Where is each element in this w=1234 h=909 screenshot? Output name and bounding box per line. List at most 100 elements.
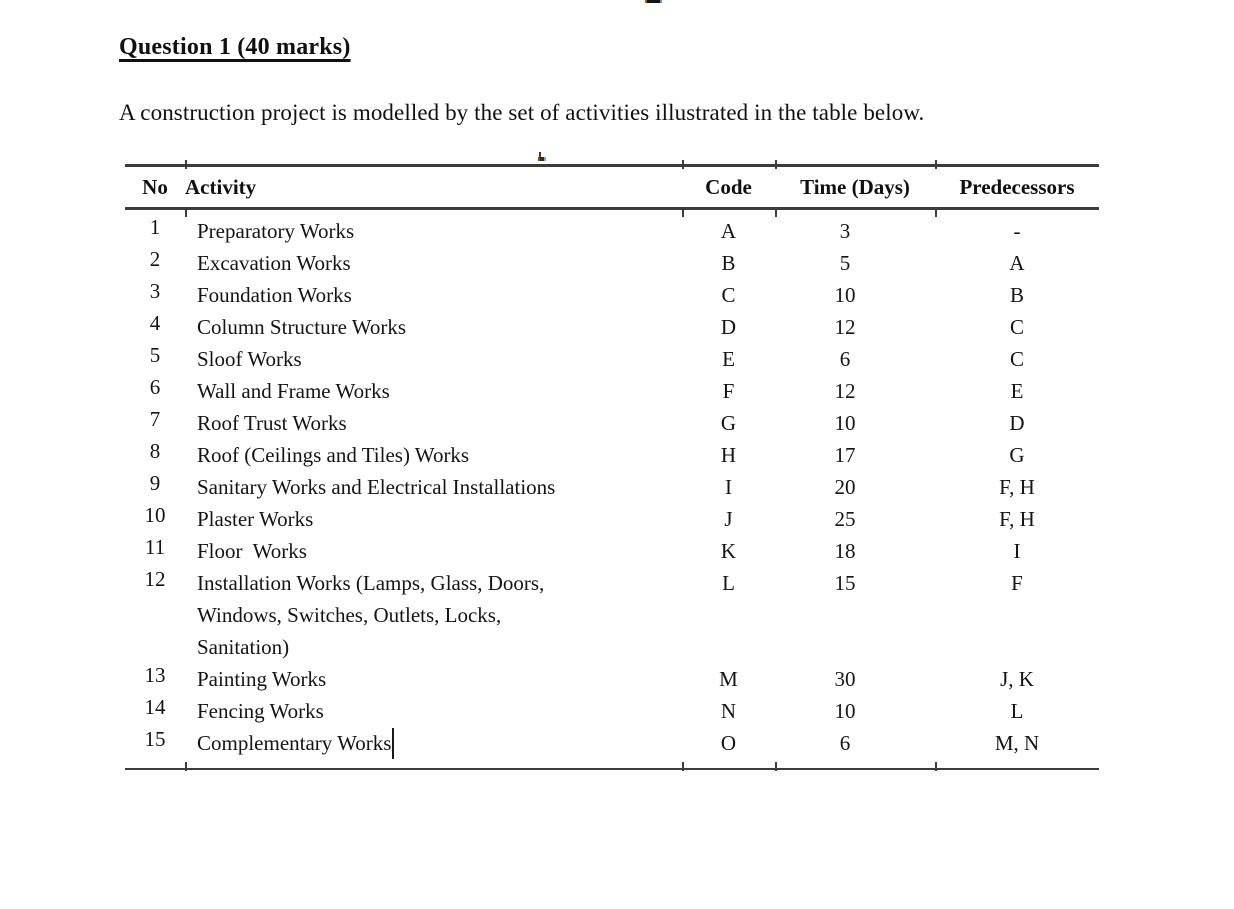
cell-code[interactable]: I <box>725 475 732 499</box>
cell-code[interactable]: A <box>720 219 737 243</box>
cell-code[interactable]: D <box>720 315 737 339</box>
cell-code[interactable]: E <box>722 347 735 371</box>
cell-code[interactable]: K <box>720 539 737 563</box>
table-body: 1 Preparatory Works A 3 - 2 Excavation W… <box>125 210 1099 770</box>
cell-activity[interactable]: Plaster Works <box>197 507 314 531</box>
cell-activity[interactable]: Roof (Ceilings and Tiles) Works <box>197 443 470 467</box>
cell-predecessors[interactable]: A <box>1009 251 1025 275</box>
cell-no[interactable]: 11 <box>144 535 166 559</box>
table-row: 14 Fencing Works N 10 L <box>125 695 1099 727</box>
table-row: 7 Roof Trust Works G 10 D <box>125 407 1099 439</box>
question-heading[interactable]: Question 1 (40 marks) <box>119 34 351 60</box>
cell-time[interactable]: 10 <box>834 283 856 307</box>
cell-code[interactable]: H <box>720 443 737 467</box>
cell-time[interactable]: 6 <box>839 731 851 755</box>
cell-no[interactable]: 13 <box>144 663 166 687</box>
cell-time[interactable]: 18 <box>834 539 856 563</box>
cell-activity[interactable]: Fencing Works <box>197 699 324 723</box>
cell-no[interactable]: 3 <box>149 279 161 303</box>
cell-code[interactable]: G <box>720 411 737 435</box>
cell-time[interactable]: 30 <box>834 667 856 691</box>
cell-time[interactable]: 25 <box>834 507 856 531</box>
cell-no[interactable]: 5 <box>149 343 161 367</box>
table-header-row: No Activity Code Time (Days) Predecessor… <box>125 164 1099 210</box>
column-divider-stub <box>775 208 777 217</box>
cell-code[interactable]: C <box>721 283 736 307</box>
cell-no[interactable]: 2 <box>149 247 161 271</box>
cell-time[interactable]: 5 <box>839 251 851 275</box>
column-divider-stub <box>775 762 777 771</box>
cell-activity[interactable]: Installation Works (Lamps, Glass, Doors,… <box>197 571 545 659</box>
cell-time[interactable]: 3 <box>839 219 851 243</box>
column-divider-stub <box>185 762 187 771</box>
cell-code[interactable]: F <box>722 379 735 403</box>
table-row: 8 Roof (Ceilings and Tiles) Works H 17 G <box>125 439 1099 471</box>
cell-predecessors[interactable]: B <box>1009 283 1024 307</box>
cell-predecessors[interactable]: M, N <box>994 731 1040 755</box>
header-predecessors: Predecessors <box>959 174 1075 199</box>
cell-activity[interactable]: Floor Works <box>197 539 307 563</box>
cell-activity[interactable]: Roof Trust Works <box>197 411 347 435</box>
cell-code[interactable]: O <box>720 731 737 755</box>
table-row: 2 Excavation Works B 5 A <box>125 247 1099 279</box>
cell-code[interactable]: N <box>720 699 737 723</box>
table-row: 10 Plaster Works J 25 F, H <box>125 503 1099 535</box>
cell-activity[interactable]: Preparatory Works <box>197 219 355 243</box>
cell-activity[interactable]: Sloof Works <box>197 347 302 371</box>
cell-predecessors[interactable]: D <box>1009 411 1025 435</box>
cell-predecessors[interactable]: L <box>1010 699 1024 723</box>
cell-predecessors[interactable]: J, K <box>1000 667 1034 691</box>
header-activity: Activity <box>185 174 257 199</box>
cell-predecessors[interactable]: G <box>1009 443 1025 467</box>
cell-code[interactable]: J <box>724 507 733 531</box>
cell-predecessors[interactable]: F <box>1011 571 1023 595</box>
cell-activity[interactable]: Excavation Works <box>197 251 351 275</box>
cell-time[interactable]: 6 <box>839 347 851 371</box>
cell-predecessors[interactable]: E <box>1010 379 1024 403</box>
cell-no[interactable]: 1 <box>149 215 161 239</box>
header-code: Code <box>705 174 752 199</box>
cell-time[interactable]: 17 <box>834 443 856 467</box>
cell-predecessors[interactable]: C <box>1009 347 1024 371</box>
cell-no[interactable]: 7 <box>149 407 161 431</box>
cell-no[interactable]: 12 <box>144 567 166 591</box>
cell-no[interactable]: 14 <box>144 695 166 719</box>
cell-activity[interactable]: Complementary Works <box>185 727 682 759</box>
table-row: 5 Sloof Works E 6 C <box>125 343 1099 375</box>
activities-table[interactable]: No Activity Code Time (Days) Predecessor… <box>125 160 1099 771</box>
cell-no[interactable]: 6 <box>149 375 161 399</box>
cell-activity[interactable]: Foundation Works <box>197 283 352 307</box>
cell-predecessors[interactable]: C <box>1009 315 1024 339</box>
cell-no[interactable]: 8 <box>149 439 161 463</box>
cell-time[interactable]: 12 <box>834 379 856 403</box>
cell-predecessors[interactable]: F, H <box>999 475 1035 499</box>
cell-time[interactable]: 10 <box>834 699 856 723</box>
cell-activity[interactable]: Sanitary Works and Electrical Installati… <box>197 475 556 499</box>
column-divider-stub <box>185 160 187 169</box>
cell-time[interactable]: 12 <box>834 315 856 339</box>
activity-text: Complementary Works <box>197 731 392 755</box>
cell-predecessors[interactable]: - <box>1013 219 1021 243</box>
cell-code[interactable]: L <box>722 571 735 595</box>
table-row: 12 Installation Works (Lamps, Glass, Doo… <box>125 567 1099 663</box>
cell-predecessors[interactable]: F, H <box>999 507 1035 531</box>
column-divider-stub <box>935 762 937 771</box>
cell-code[interactable]: M <box>719 667 738 691</box>
cell-predecessors[interactable]: I <box>1013 539 1021 563</box>
cell-activity[interactable]: Painting Works <box>197 667 327 691</box>
cell-activity[interactable]: Column Structure Works <box>197 315 407 339</box>
cell-code[interactable]: B <box>721 251 736 275</box>
cell-time[interactable]: 15 <box>834 571 856 595</box>
cell-no[interactable]: 10 <box>144 503 166 527</box>
cell-no[interactable]: 15 <box>144 727 166 751</box>
cell-time[interactable]: 20 <box>834 475 856 499</box>
table-row: 13 Painting Works M 30 J, K <box>125 663 1099 695</box>
cell-no[interactable]: 4 <box>149 311 161 335</box>
cell-activity[interactable]: Wall and Frame Works <box>197 379 390 403</box>
column-divider-stub <box>682 762 684 771</box>
intro-paragraph[interactable]: A construction project is modelled by th… <box>119 100 925 125</box>
column-divider-stub <box>935 160 937 169</box>
cell-no[interactable]: 9 <box>149 471 161 495</box>
cell-time[interactable]: 10 <box>834 411 856 435</box>
